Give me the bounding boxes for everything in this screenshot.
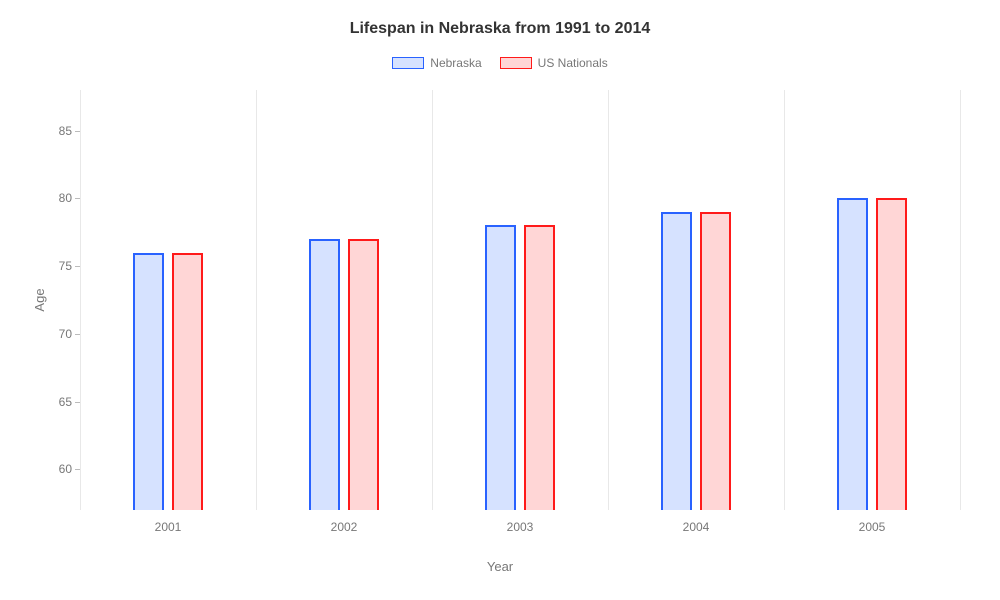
bar-us-nationals — [348, 239, 380, 510]
y-tick-mark — [75, 334, 80, 335]
bar-nebraska — [485, 225, 517, 510]
bar-us-nationals — [524, 225, 556, 510]
bar-nebraska — [837, 198, 869, 510]
x-tick-label: 2001 — [155, 520, 182, 534]
x-axis-title: Year — [0, 559, 1000, 574]
x-tick-label: 2003 — [507, 520, 534, 534]
y-tick-mark — [75, 198, 80, 199]
chart-title: Lifespan in Nebraska from 1991 to 2014 — [0, 20, 1000, 38]
y-tick-label: 85 — [59, 124, 72, 138]
y-tick-label: 70 — [59, 327, 72, 341]
gridline-vertical — [784, 90, 785, 510]
y-axis-title: Age — [32, 288, 47, 311]
x-tick-label: 2002 — [331, 520, 358, 534]
y-tick-mark — [75, 266, 80, 267]
legend-item-nebraska: Nebraska — [392, 56, 481, 70]
bar-us-nationals — [172, 253, 204, 510]
y-tick-label: 80 — [59, 191, 72, 205]
legend-swatch-usnationals — [500, 57, 532, 69]
bar-us-nationals — [876, 198, 908, 510]
legend-item-usnationals: US Nationals — [500, 56, 608, 70]
gridline-vertical — [960, 90, 961, 510]
y-tick-mark — [75, 131, 80, 132]
legend-label-usnationals: US Nationals — [538, 56, 608, 70]
y-tick-label: 65 — [59, 395, 72, 409]
plot-area: 60657075808520012002200320042005 — [80, 90, 960, 510]
bar-nebraska — [133, 253, 165, 510]
legend: Nebraska US Nationals — [0, 56, 1000, 70]
gridline-vertical — [256, 90, 257, 510]
legend-label-nebraska: Nebraska — [430, 56, 481, 70]
x-tick-label: 2005 — [859, 520, 886, 534]
y-tick-label: 75 — [59, 259, 72, 273]
bar-us-nationals — [700, 212, 732, 510]
y-tick-label: 60 — [59, 462, 72, 476]
y-tick-mark — [75, 402, 80, 403]
x-tick-label: 2004 — [683, 520, 710, 534]
y-tick-mark — [75, 469, 80, 470]
gridline-vertical — [80, 90, 81, 510]
gridline-vertical — [608, 90, 609, 510]
gridline-vertical — [432, 90, 433, 510]
bar-nebraska — [661, 212, 693, 510]
chart-container: Lifespan in Nebraska from 1991 to 2014 N… — [0, 0, 1000, 600]
bar-nebraska — [309, 239, 341, 510]
legend-swatch-nebraska — [392, 57, 424, 69]
